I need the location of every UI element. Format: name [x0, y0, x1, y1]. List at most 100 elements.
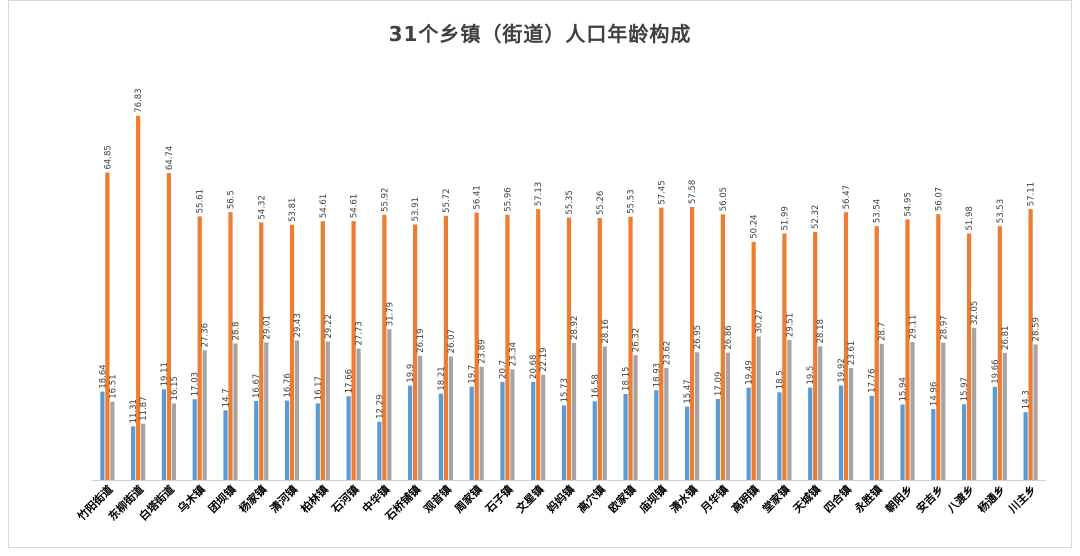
- data-label: 53.53: [996, 199, 1006, 223]
- bar: [110, 401, 115, 480]
- bar: [900, 404, 905, 480]
- category-label: 高穴镇: [575, 482, 608, 515]
- bar: [684, 406, 690, 480]
- data-label: 23.61: [847, 341, 857, 365]
- bar: [505, 214, 510, 480]
- data-label: 28.18: [816, 319, 826, 343]
- data-label: 56.07: [934, 187, 944, 211]
- data-label: 23.89: [478, 339, 488, 363]
- bar: [1033, 344, 1038, 480]
- data-label: 14.7: [221, 388, 231, 407]
- data-label: 15.73: [560, 378, 570, 402]
- bar: [566, 217, 572, 481]
- category-label: 杨家镇: [236, 482, 269, 515]
- bar: [997, 226, 1002, 480]
- data-label: 53.91: [411, 197, 421, 221]
- bar: [377, 421, 382, 480]
- bar: [561, 405, 567, 480]
- category-label: 永胜镇: [851, 482, 885, 516]
- bar: [1002, 352, 1007, 480]
- data-label: 57.13: [534, 182, 544, 206]
- bar: [510, 369, 515, 480]
- category-label: 八渡乡: [943, 482, 977, 516]
- data-label: 19.49: [745, 360, 755, 384]
- bar: [289, 224, 295, 480]
- bar: [131, 426, 136, 480]
- data-label: 18.21: [437, 366, 447, 390]
- bar: [346, 396, 351, 480]
- chart-title: 31个乡镇（街道）人口年龄构成: [388, 22, 692, 46]
- data-label: 28.7: [878, 322, 888, 341]
- data-label: 57.45: [657, 180, 667, 204]
- bar: [448, 356, 454, 480]
- data-label: 57.11: [1027, 182, 1037, 206]
- category-label: 石河镇: [328, 482, 362, 516]
- data-label: 16.67: [252, 374, 262, 398]
- data-label: 17.09: [714, 372, 724, 396]
- data-label: 26.07: [447, 329, 457, 353]
- data-label: 17.03: [191, 372, 201, 396]
- data-label: 29.11: [909, 315, 919, 339]
- bar: [315, 403, 320, 480]
- data-label: 56.41: [473, 185, 483, 209]
- bar: [541, 374, 546, 480]
- bar: [408, 385, 413, 480]
- bar: [808, 387, 813, 480]
- data-label: 19.66: [991, 359, 1001, 383]
- data-label: 29.22: [324, 314, 334, 338]
- bar: [725, 352, 730, 480]
- bar: [325, 341, 330, 480]
- bar: [418, 355, 423, 480]
- data-label: 56.5: [226, 190, 236, 209]
- bar: [782, 233, 787, 480]
- data-label: 54.95: [904, 192, 914, 216]
- bar: [813, 231, 818, 480]
- data-label: 15.94: [899, 377, 909, 401]
- data-label: 29.43: [293, 313, 303, 337]
- bar: [931, 409, 936, 480]
- data-label: 22.19: [539, 347, 549, 371]
- data-label: 64.85: [103, 145, 113, 169]
- bar: [254, 400, 259, 480]
- category-label: 石子镇: [482, 482, 516, 516]
- bar: [874, 226, 879, 480]
- data-label: 28.16: [601, 319, 611, 343]
- data-label: 18.15: [622, 367, 632, 391]
- bar: [664, 368, 669, 480]
- bar: [294, 340, 300, 480]
- data-label: 12.29: [375, 394, 385, 418]
- data-label: 15.47: [683, 379, 693, 403]
- category-label: 月华镇: [697, 482, 731, 516]
- bar: [223, 410, 228, 480]
- data-label: 27.36: [201, 323, 211, 347]
- bar: [694, 352, 700, 480]
- bar: [443, 215, 449, 480]
- bar: [992, 386, 997, 480]
- data-label: 55.53: [627, 189, 637, 213]
- data-label: 28.92: [570, 316, 580, 340]
- bar: [941, 342, 946, 480]
- data-label: 55.72: [442, 188, 452, 212]
- bar: [105, 172, 110, 480]
- bar: [100, 391, 105, 480]
- bar: [136, 115, 141, 480]
- bar: [910, 341, 915, 480]
- bar: [264, 342, 269, 480]
- bar: [1028, 209, 1033, 480]
- bar: [633, 355, 638, 480]
- data-label: 28.97: [939, 315, 949, 339]
- bar: [571, 342, 577, 480]
- category-label: 杨通乡: [975, 482, 1008, 515]
- data-label: 28.59: [1032, 317, 1042, 341]
- category-label: 团坝镇: [205, 482, 238, 515]
- bar: [284, 400, 290, 480]
- bar: [628, 216, 633, 480]
- data-label: 55.92: [380, 188, 390, 212]
- data-label: 19.11: [160, 362, 170, 386]
- data-label: 20.7: [498, 360, 508, 379]
- bar: [197, 216, 202, 480]
- data-label: 19.7: [468, 365, 478, 384]
- data-label: 51.99: [780, 206, 790, 230]
- bar: [1023, 412, 1028, 480]
- category-label: 四合镇: [821, 482, 854, 515]
